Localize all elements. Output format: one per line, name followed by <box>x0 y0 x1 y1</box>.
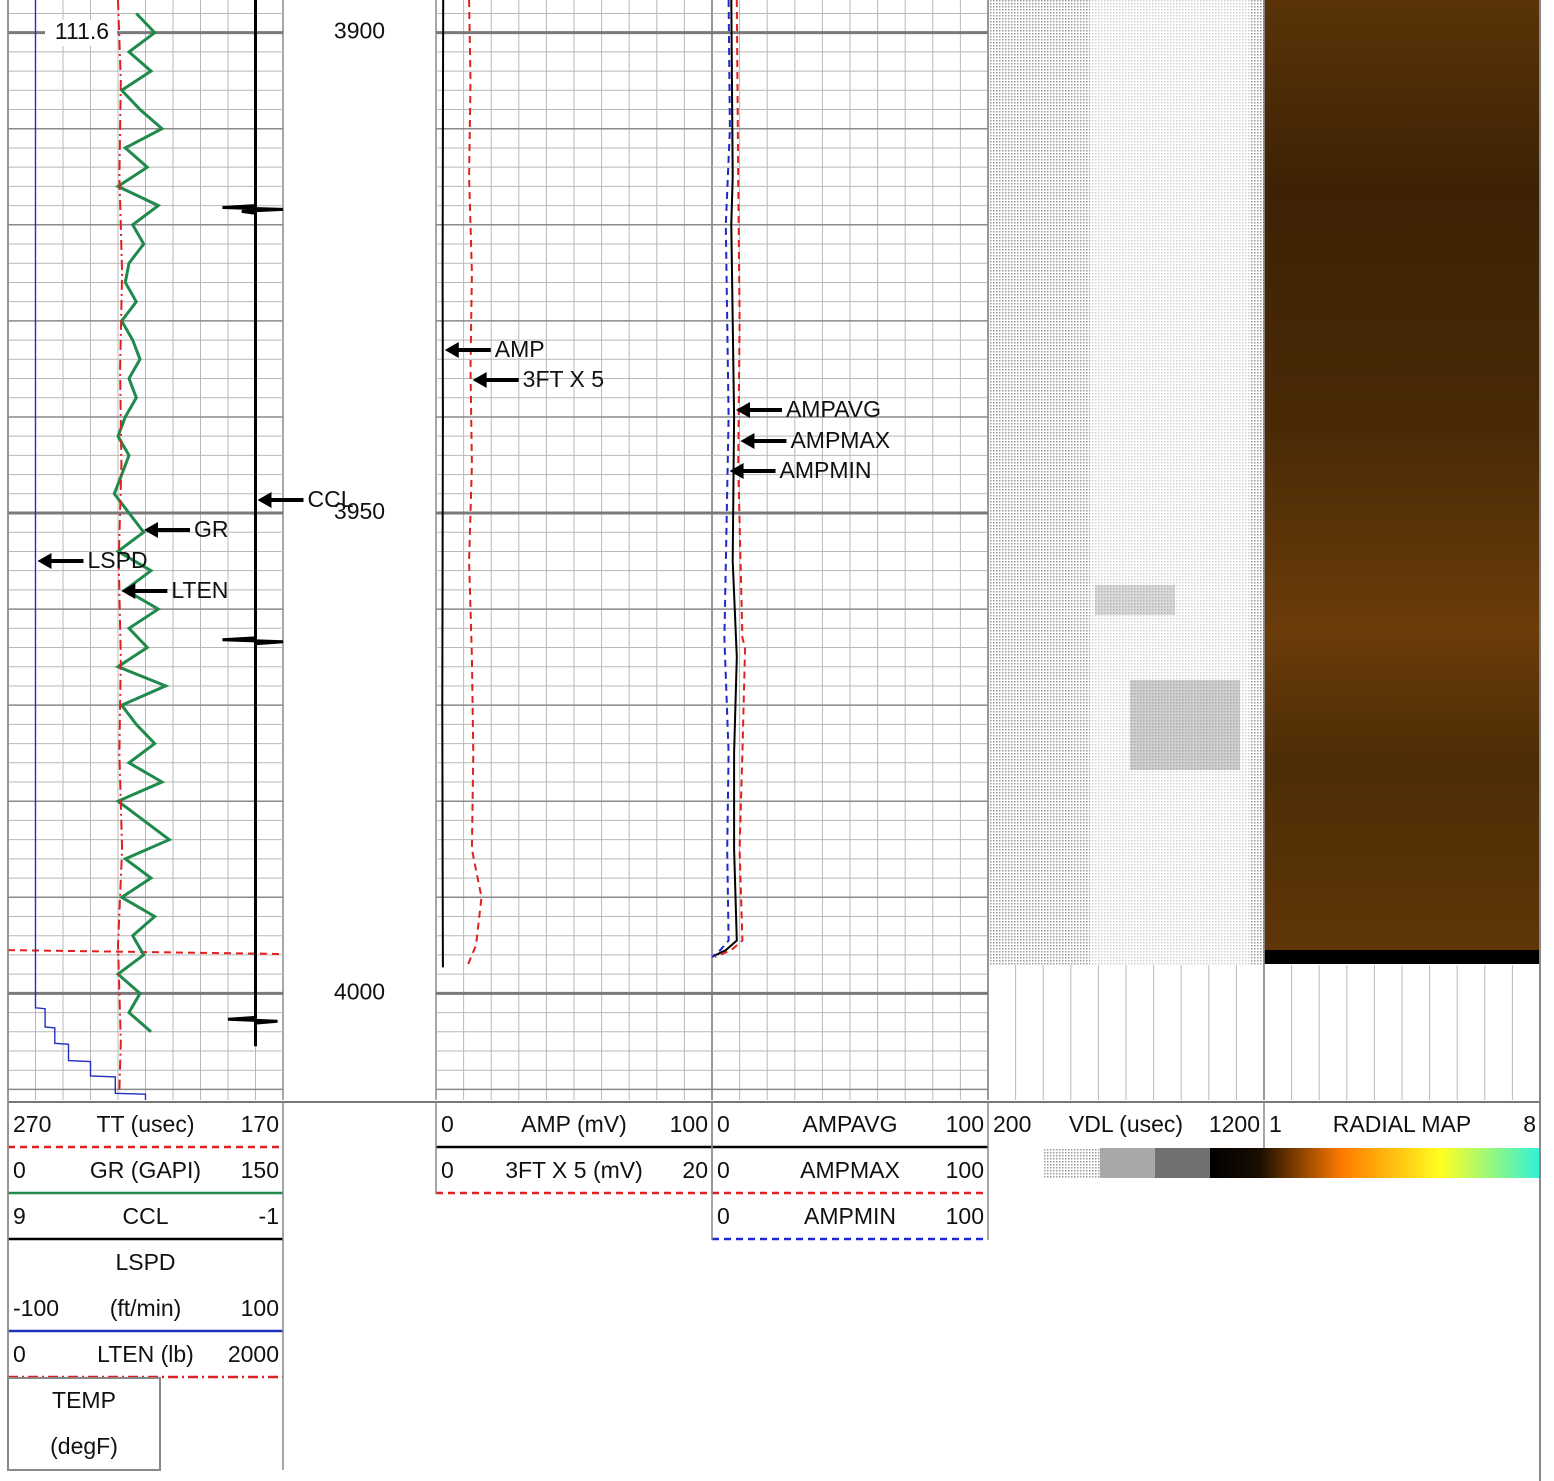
scale-left: 9 <box>13 1203 26 1229</box>
curve-annotation: AMPMAX <box>790 427 890 453</box>
scale-left: 270 <box>13 1111 51 1137</box>
curve-annotation: AMPAVG <box>786 396 881 422</box>
curve-annotation: AMPMIN <box>780 457 872 483</box>
scale-right: 150 <box>241 1157 279 1183</box>
scale-right: 1200 <box>1209 1111 1260 1137</box>
scale-right: 100 <box>946 1157 984 1183</box>
scale-right: 100 <box>241 1295 279 1321</box>
depth-label: 4000 <box>334 978 385 1004</box>
curve <box>112 12 173 1033</box>
curve-header: TT (usec) <box>97 1111 195 1137</box>
curve <box>34 0 147 1100</box>
curve-unit: (ft/min) <box>110 1295 182 1321</box>
curve <box>116 0 124 1090</box>
curve <box>7 949 284 955</box>
curve <box>711 0 731 958</box>
curve-header: TEMP <box>52 1387 116 1413</box>
scale-left: 0 <box>717 1157 730 1183</box>
curve-header: AMPMAX <box>800 1157 900 1183</box>
curve-header: GR (GAPI) <box>90 1157 201 1183</box>
scale-right: 8 <box>1523 1111 1536 1137</box>
scale-left: 0 <box>441 1111 454 1137</box>
curve-header: CCL <box>122 1203 168 1229</box>
curve-header: AMPMIN <box>804 1203 896 1229</box>
curve-annotation: LTEN <box>171 577 228 603</box>
curve-header: 3FT X 5 (mV) <box>505 1157 643 1183</box>
scale-right: 170 <box>241 1111 279 1137</box>
arrow-head <box>143 522 158 538</box>
scale-left: 0 <box>717 1203 730 1229</box>
scale-left: 0 <box>13 1341 26 1367</box>
arrow-head <box>472 372 487 388</box>
arrow-head <box>37 553 52 569</box>
arrow-head <box>257 492 272 508</box>
curve <box>222 0 284 1047</box>
curve-annotation: CCL <box>308 486 354 512</box>
scale-right: 100 <box>946 1111 984 1137</box>
scale-right: -1 <box>259 1203 279 1229</box>
curve-header: AMPAVG <box>803 1111 898 1137</box>
curve-annotation: 3FT X 5 <box>523 366 604 392</box>
curve-header: RADIAL MAP <box>1333 1111 1471 1137</box>
arrow-head <box>740 433 755 449</box>
scale-right: 100 <box>946 1203 984 1229</box>
scale-left: 1 <box>1269 1111 1282 1137</box>
scale-left: 0 <box>717 1111 730 1137</box>
scale-left: -100 <box>13 1295 59 1321</box>
curve-header: VDL (usec) <box>1069 1111 1183 1137</box>
curve <box>714 0 747 958</box>
scale-right: 100 <box>670 1111 708 1137</box>
arrow-head <box>121 583 136 599</box>
scale-left: 0 <box>441 1157 454 1183</box>
radial-map-image <box>1264 0 1540 964</box>
curve-annotation: GR <box>194 516 229 542</box>
scale-right: 2000 <box>228 1341 279 1367</box>
scale-right: 20 <box>682 1157 708 1183</box>
curve-header: LTEN (lb) <box>97 1341 194 1367</box>
scale-left: 0 <box>13 1157 26 1183</box>
curve-header: AMP (mV) <box>521 1111 627 1137</box>
curve-annotation: LSPD <box>88 547 148 573</box>
colorbar <box>1043 1148 1540 1178</box>
depth-label: 3950 <box>334 498 385 524</box>
curve <box>465 0 483 969</box>
readout-bg <box>45 20 117 46</box>
vdl-image <box>988 0 1264 965</box>
curve <box>711 0 738 958</box>
scale-left: 200 <box>993 1111 1031 1137</box>
arrow-head <box>444 342 459 358</box>
curve-header: LSPD <box>115 1249 175 1275</box>
curve <box>441 0 445 968</box>
curve-annotation: AMP <box>495 336 545 362</box>
readout: 111.6 <box>55 18 109 44</box>
arrow-head <box>729 463 744 479</box>
curve-unit: (degF) <box>50 1433 118 1459</box>
depth-label: 3900 <box>334 18 385 44</box>
arrow-head <box>735 402 750 418</box>
